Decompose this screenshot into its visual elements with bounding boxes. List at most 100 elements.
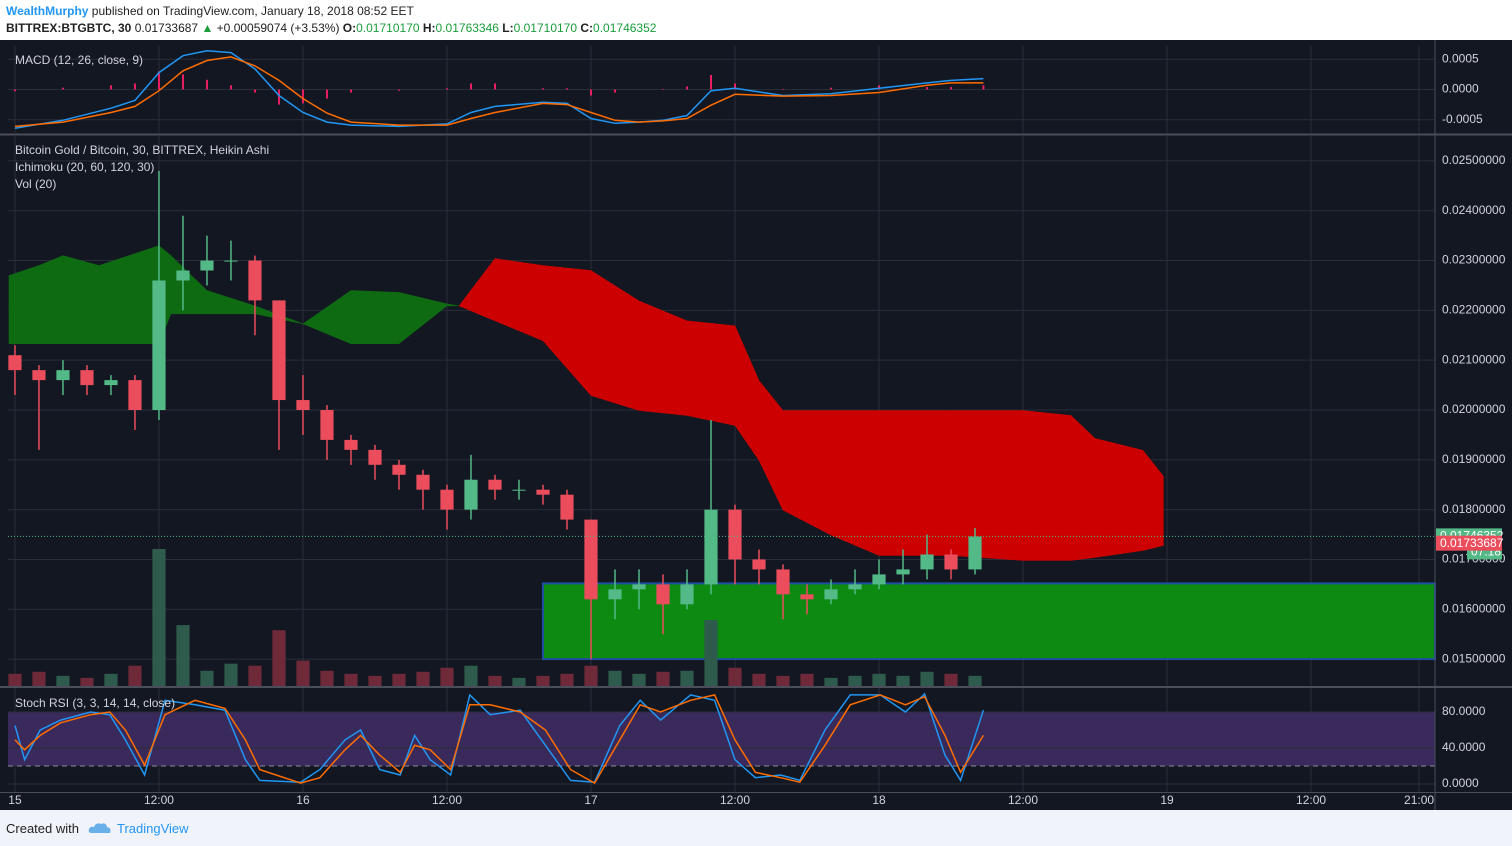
candle-body — [704, 509, 718, 585]
volume-bar — [368, 675, 382, 686]
y-tick-label: 80.0000 — [1442, 704, 1486, 718]
candle-body — [584, 519, 598, 600]
cloud-segment — [446, 303, 460, 307]
author[interactable]: WealthMurphy — [6, 4, 89, 18]
cloud-segment — [638, 300, 688, 416]
volume-bar — [8, 673, 22, 686]
y-tick-label: -0.0005 — [1442, 112, 1483, 126]
candle-body — [248, 260, 262, 301]
cloud-segment — [350, 290, 400, 344]
volume-bar — [80, 677, 94, 686]
volume-bar — [344, 673, 358, 686]
cloud-segment — [1142, 449, 1164, 551]
candle-body — [944, 554, 958, 570]
prev-close-label: 0.01733687 — [1440, 536, 1504, 550]
histogram-bar — [878, 85, 881, 90]
y-tick-label: 0.0000 — [1442, 776, 1479, 790]
histogram-bar — [734, 83, 737, 90]
x-tick-label: 12:00 — [1296, 793, 1326, 807]
l-value: 0.01710170 — [514, 21, 578, 35]
volume-bar — [560, 673, 574, 686]
y-tick-label: 0.02500000 — [1442, 153, 1506, 167]
histogram-bar — [109, 85, 112, 90]
o-label: O: — [343, 21, 356, 35]
histogram-bar — [325, 89, 328, 99]
volume-bar — [224, 663, 238, 686]
candle-body — [896, 569, 910, 575]
candle-body — [800, 594, 814, 600]
y-tick-label: 0.02200000 — [1442, 303, 1506, 317]
cloud-segment — [686, 320, 736, 426]
logo — [88, 823, 111, 833]
candle-body — [392, 464, 406, 475]
y-tick-label: 0.02400000 — [1442, 203, 1506, 217]
volume-bar — [776, 675, 790, 686]
y-tick-label: 0.02100000 — [1442, 352, 1506, 366]
published: published on TradingView.com, January 18… — [92, 4, 415, 18]
o-value: 0.01710170 — [356, 21, 420, 35]
footer: Created with TradingView — [0, 810, 1512, 846]
symbol-line: BITTREX:BTGBTC, 30 0.01733687 ▲ +0.00059… — [6, 21, 657, 35]
volume-bar — [152, 549, 166, 686]
cloud-segment — [8, 265, 40, 344]
volume-bar — [680, 670, 694, 686]
y-tick-label: 0.01500000 — [1442, 651, 1506, 665]
cloud-segment — [950, 410, 1024, 561]
candle-body — [608, 589, 622, 600]
candle-body — [56, 370, 70, 381]
x-tick-label: 17 — [584, 793, 598, 807]
histogram-bar — [445, 88, 448, 90]
histogram-bar — [181, 74, 184, 90]
volume-bar — [608, 670, 622, 686]
histogram-bar — [661, 88, 664, 90]
candle-body — [416, 474, 430, 490]
histogram-bar — [685, 86, 688, 90]
cloud-segment — [1070, 414, 1096, 561]
brand[interactable]: TradingView — [116, 820, 189, 836]
c-value: 0.01746352 — [593, 21, 657, 35]
volume-bar — [968, 675, 982, 686]
histogram-bar — [61, 87, 64, 90]
y-tick-label: 0.02300000 — [1442, 253, 1506, 267]
volume-bar — [704, 620, 718, 686]
histogram-bar — [349, 89, 352, 93]
volume-bar — [392, 673, 406, 686]
volume-bar — [272, 630, 286, 686]
volume-bar — [296, 660, 310, 686]
y-tick-label: 0.02000000 — [1442, 402, 1506, 416]
candle-body — [848, 584, 862, 590]
histogram-bar — [13, 89, 16, 92]
candle-body — [488, 479, 502, 490]
histogram-bar — [589, 89, 592, 96]
candle-body — [344, 439, 358, 450]
cloud-segment — [830, 410, 880, 556]
histogram-bar — [205, 79, 208, 90]
volume-bar — [56, 675, 70, 686]
volume-bar — [512, 677, 526, 686]
symbol: BITTREX:BTGBTC, 30 — [6, 21, 132, 35]
series-line — [14, 50, 984, 129]
volume-bar — [320, 670, 334, 686]
y-tick-label: 0.01600000 — [1442, 601, 1506, 615]
candle-body — [128, 380, 142, 411]
series-line — [14, 56, 984, 128]
y-tick-label: 0.0005 — [1442, 51, 1479, 65]
candle-body — [632, 584, 646, 590]
volume-bar — [248, 665, 262, 686]
candle-body — [776, 569, 790, 595]
x-tick-label: 15 — [8, 793, 22, 807]
candle-body — [200, 260, 214, 271]
volume-bar — [32, 671, 46, 686]
x-tick-label: 16 — [296, 793, 310, 807]
y-tick-label: 0.01800000 — [1442, 502, 1506, 516]
volume-bar — [872, 673, 886, 686]
histogram-bar — [493, 83, 496, 90]
indicator-label: Vol (20) — [15, 177, 56, 191]
last: 0.01733687 — [135, 21, 199, 35]
volume-bar — [440, 667, 454, 686]
histogram-bar — [277, 89, 280, 105]
x-tick-label: 12:00 — [1008, 793, 1038, 807]
candle-body — [920, 554, 934, 570]
cloud-segment — [1094, 438, 1144, 558]
y-tick-label: 0.0000 — [1442, 82, 1479, 96]
